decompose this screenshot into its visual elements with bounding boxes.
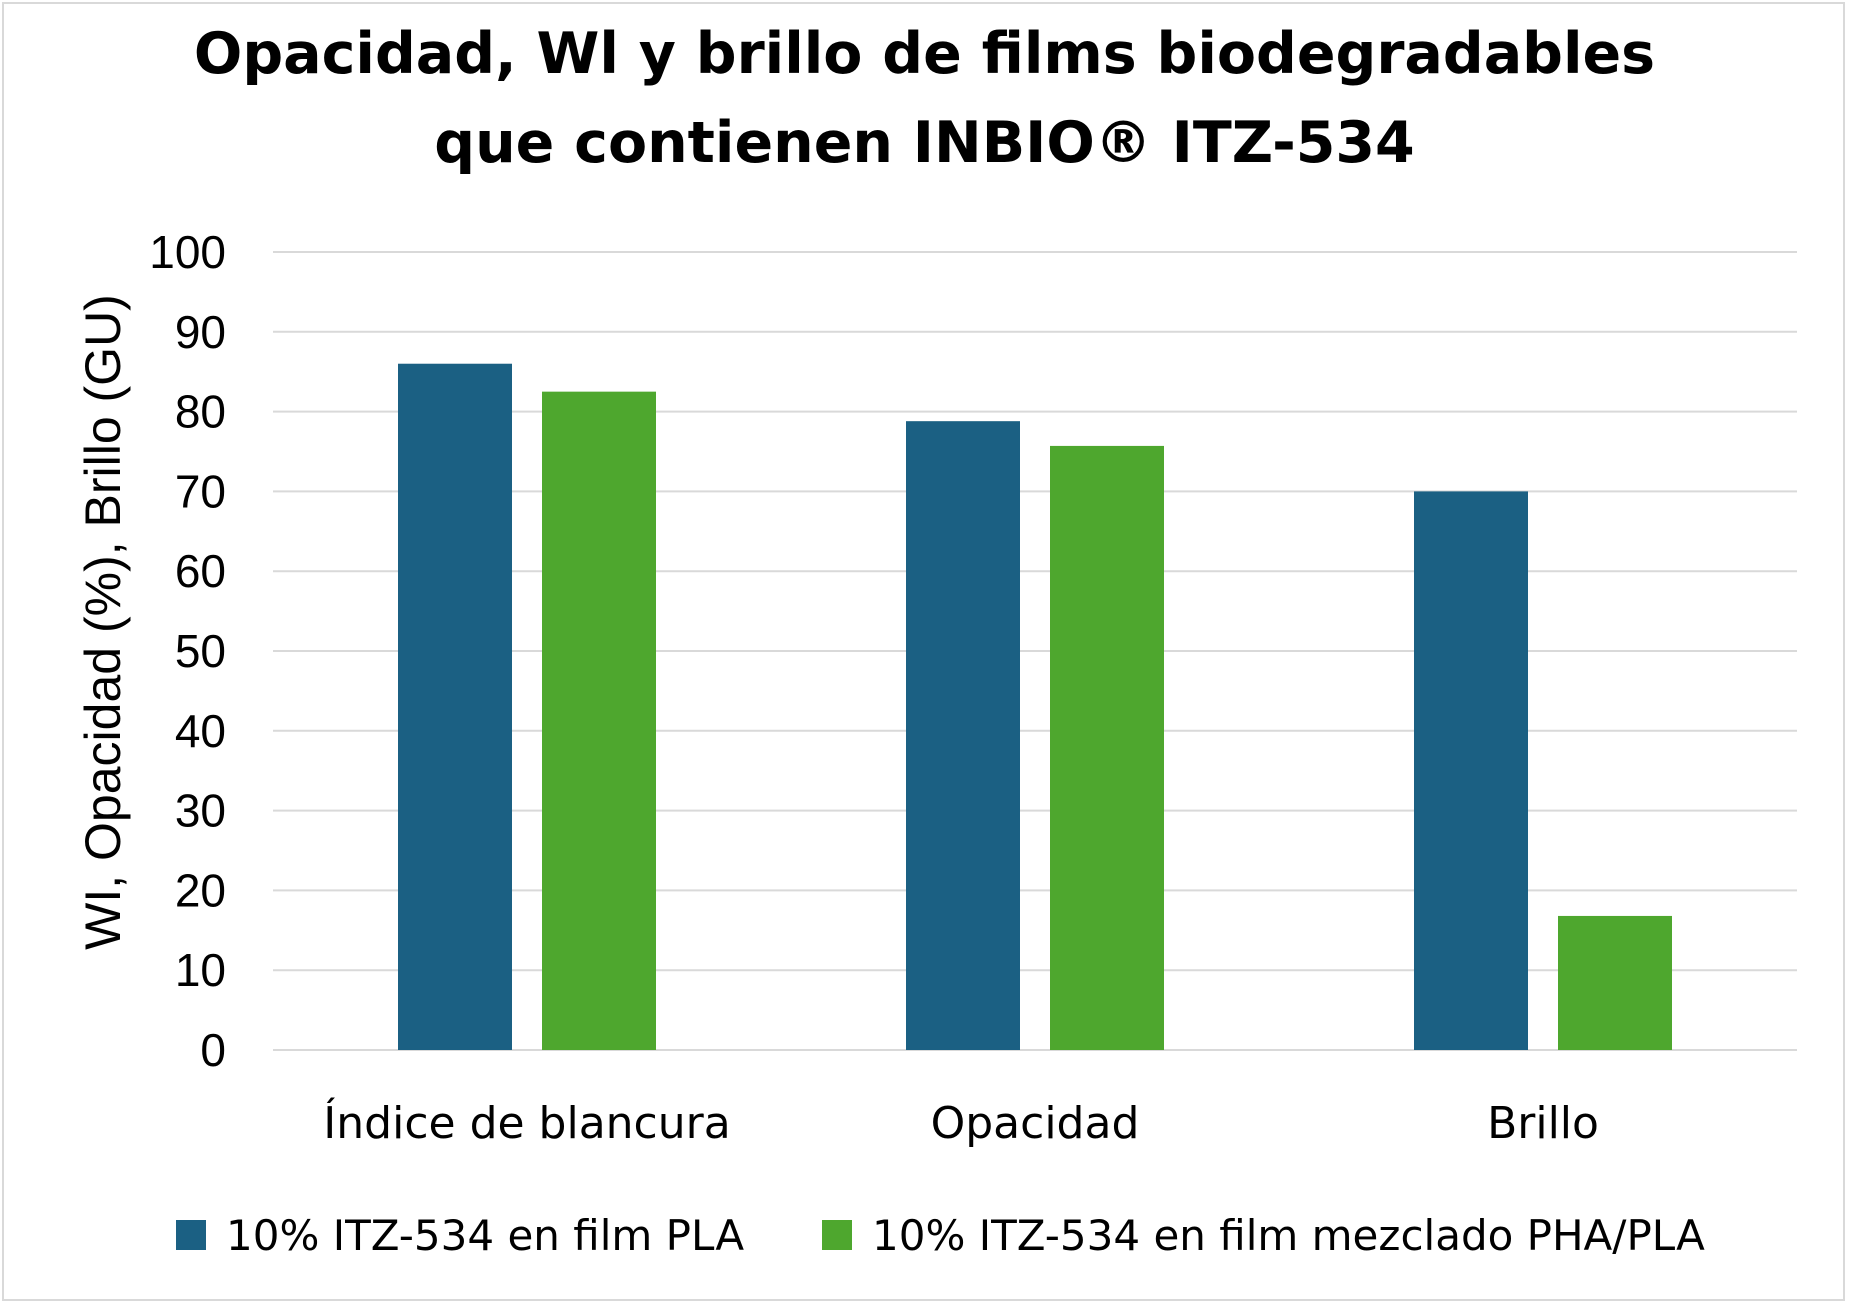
y-axis-label: WI, Opacidad (%), Brillo (GU) <box>75 294 131 950</box>
legend: 10% ITZ-534 en film PLA 10% ITZ-534 en fi… <box>0 1205 1849 1265</box>
bar-series-1-category-1 <box>398 363 512 1051</box>
y-tick-label: 90 <box>175 306 226 358</box>
legend-swatch <box>176 1220 206 1250</box>
bar-series-2-category-1 <box>542 391 656 1050</box>
gridlines <box>273 251 1797 1051</box>
y-tick-labels: 0 10 20 30 40 50 60 70 80 90 100 <box>149 226 226 1076</box>
chart-subtitle: que contienen INBIO® ITZ-534 <box>434 110 1415 176</box>
y-tick-label: 70 <box>175 465 226 517</box>
x-tick-labels: Índice de blancura Opacidad Brillo <box>323 1096 1599 1149</box>
legend-item: 10% ITZ-534 en film mezclado PHA/PLA <box>822 1205 1705 1265</box>
y-tick-label: 60 <box>175 545 226 597</box>
x-tick-label: Índice de blancura <box>323 1096 730 1149</box>
y-tick-label: 30 <box>175 785 226 837</box>
y-tick-label: 100 <box>149 226 226 278</box>
y-tick-label: 80 <box>175 386 226 438</box>
legend-label: 10% ITZ-534 en film mezclado PHA/PLA <box>872 1210 1705 1260</box>
bar-series-1-category-2 <box>906 421 1020 1050</box>
bar-series-2-category-3 <box>1558 915 1672 1050</box>
bar-series-1-category-3 <box>1414 491 1528 1050</box>
y-tick-label: 10 <box>175 944 226 996</box>
bars <box>398 363 1672 1051</box>
legend-label: 10% ITZ-534 en film PLA <box>226 1210 745 1260</box>
legend-swatch <box>822 1220 852 1250</box>
legend-item: 10% ITZ-534 en film PLA <box>176 1205 744 1265</box>
x-tick-label: Brillo <box>1487 1098 1599 1149</box>
y-tick-label: 0 <box>200 1024 226 1076</box>
bar-series-2-category-2 <box>1050 445 1164 1050</box>
y-tick-label: 20 <box>175 864 226 916</box>
y-tick-label: 50 <box>175 625 226 677</box>
y-tick-label: 40 <box>175 705 226 757</box>
chart-title: Opacidad, Wl y brillo de films biodegrad… <box>193 21 1656 87</box>
x-tick-label: Opacidad <box>931 1098 1140 1149</box>
